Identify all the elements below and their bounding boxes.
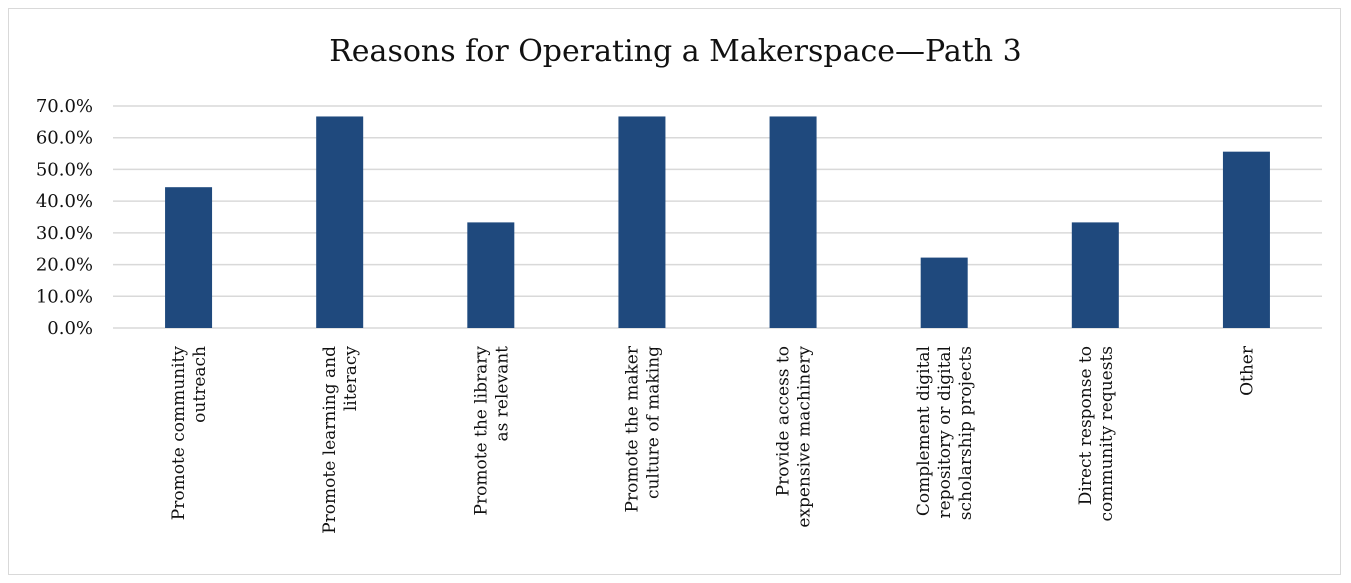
y-tick-label: 20.0% xyxy=(36,255,93,276)
x-category-label: Provide access to expensive machinery xyxy=(774,346,815,528)
x-category-label-line: Provide access to xyxy=(774,346,794,496)
x-category-label-line: Promote the maker xyxy=(622,345,642,512)
x-category-label-line: culture of making xyxy=(643,346,663,499)
y-tick-label: 50.0% xyxy=(36,159,93,180)
x-category-label-line: Direct response to xyxy=(1076,346,1096,505)
bar xyxy=(769,116,817,328)
x-category-label-line: Promote learning and xyxy=(320,346,340,534)
x-category-label: Promote the library as relevant xyxy=(471,346,512,516)
x-axis-labels: Promote community outreach Promote learnin… xyxy=(169,345,1257,534)
chart-title: Reasons for Operating a Makerspace—Path … xyxy=(329,34,1022,69)
x-category-label-line: repository or digital xyxy=(935,346,955,518)
x-category-label-line: Promote the library xyxy=(471,346,491,516)
y-tick-label: 30.0% xyxy=(36,223,93,244)
y-tick-label: 10.0% xyxy=(36,286,93,307)
x-category-label-line: expensive machinery xyxy=(795,346,815,528)
bar xyxy=(316,116,364,328)
x-category-label-line: community requests xyxy=(1097,346,1117,522)
gridlines xyxy=(113,105,1322,329)
bar xyxy=(165,187,213,328)
x-category-label: Direct response to community requests xyxy=(1076,346,1117,522)
x-category-label: Promote community outreach xyxy=(169,346,210,521)
bar xyxy=(1222,151,1270,328)
bars xyxy=(165,116,1270,328)
x-category-label: Promote the maker culture of making xyxy=(622,345,663,512)
x-category-label-line: literacy xyxy=(341,346,361,412)
x-category-label: Complement digital repository or digital s… xyxy=(914,346,976,520)
bar xyxy=(467,222,515,328)
x-category-label: Promote learning and literacy xyxy=(320,346,361,534)
x-category-label-line: scholarship projects xyxy=(956,346,976,520)
bar xyxy=(920,257,968,328)
x-category-label-line: Promote community xyxy=(169,346,189,521)
x-category-label-line: as relevant xyxy=(492,346,512,442)
bar xyxy=(1071,222,1119,328)
x-category-label: Other xyxy=(1237,345,1257,396)
y-tick-label: 60.0% xyxy=(36,128,93,149)
chart-frame xyxy=(8,8,1341,575)
y-axis-ticks: 0.0% 10.0% 20.0% 30.0% 40.0% 50.0% 60.0% 70.0% xyxy=(36,96,93,339)
bar xyxy=(618,116,666,328)
x-category-label-line: Complement digital xyxy=(914,346,934,516)
x-category-label-line: Other xyxy=(1237,345,1257,396)
x-category-label-line: outreach xyxy=(190,346,210,423)
y-tick-label: 0.0% xyxy=(47,318,93,339)
y-tick-label: 70.0% xyxy=(36,96,93,117)
y-tick-label: 40.0% xyxy=(36,191,93,212)
